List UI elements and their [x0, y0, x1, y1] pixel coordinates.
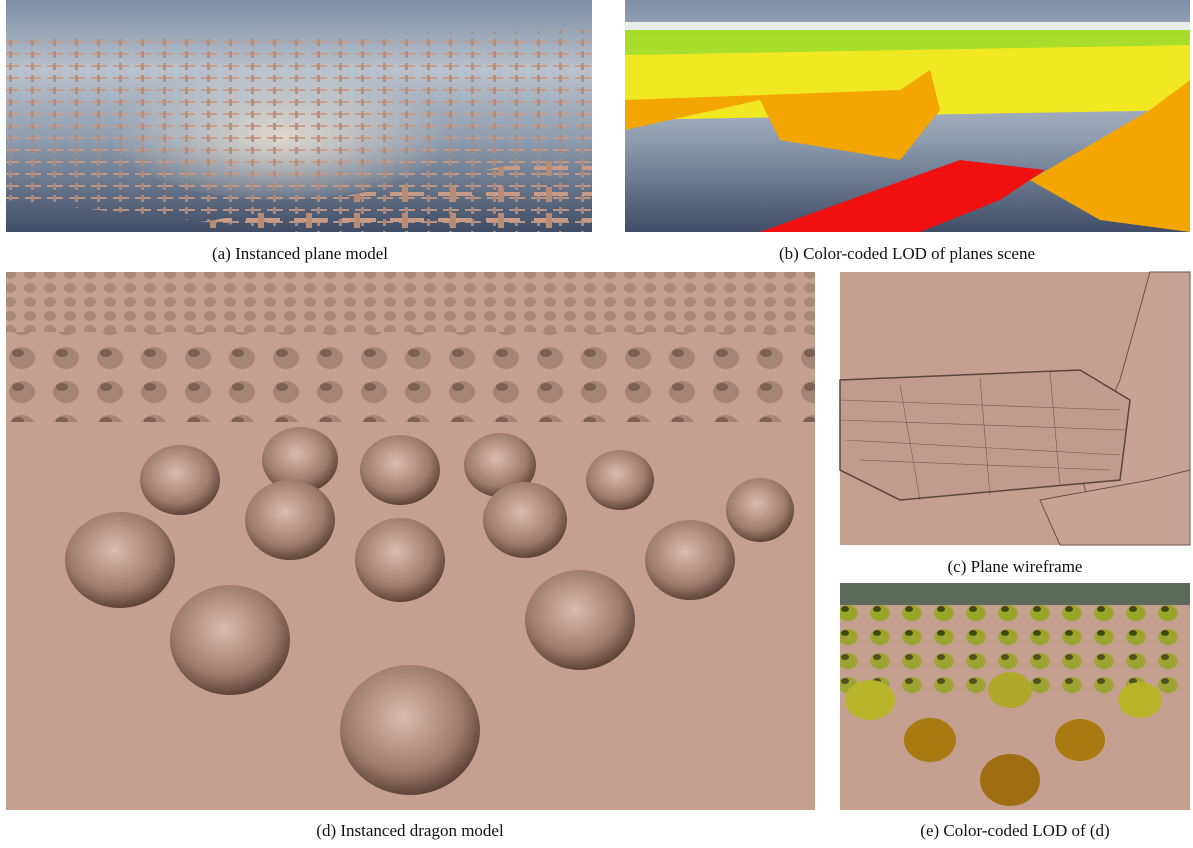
caption: (a) Instanced plane model [212, 244, 388, 263]
caption: (e) Color-coded LOD of (d) [920, 821, 1109, 840]
panel-b-image [625, 0, 1190, 232]
panel-e-image [840, 583, 1190, 810]
caption: (c) Plane wireframe [948, 557, 1083, 576]
panel-a-image [6, 0, 592, 232]
caption: (d) Instanced dragon model [316, 821, 504, 840]
caption: (b) Color-coded LOD of planes scene [779, 244, 1035, 263]
panel-c-image [839, 271, 1191, 546]
panel-d-image [6, 272, 815, 810]
